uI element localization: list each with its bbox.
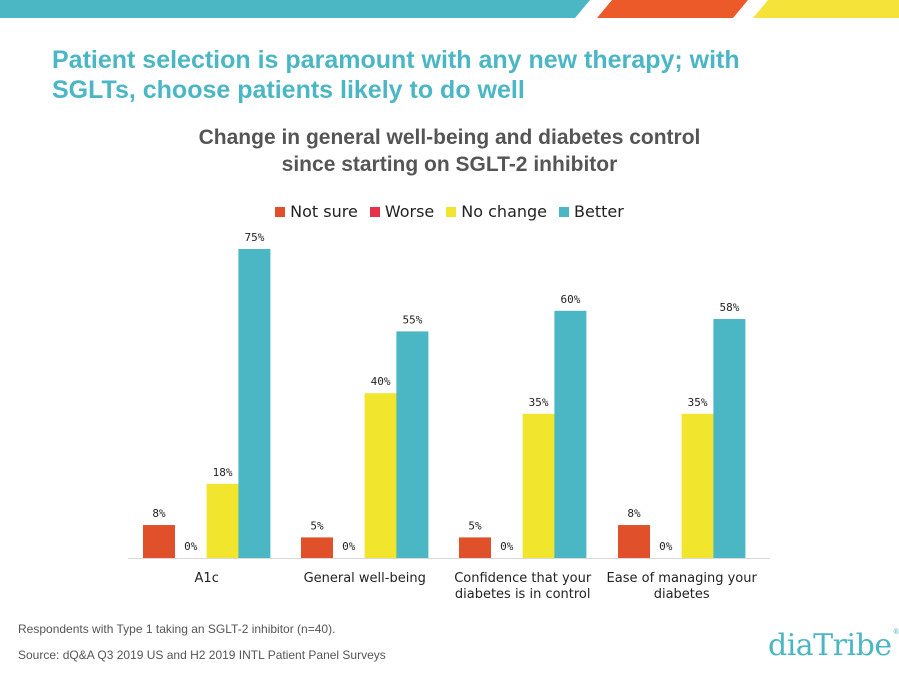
bar-0-3 (618, 525, 650, 558)
data-label-0-3: 8% (627, 507, 641, 520)
bar-0-2 (459, 537, 491, 558)
footnote-respondents: Respondents with Type 1 taking an SGLT-2… (18, 622, 336, 636)
diatribe-logo: diaTribe® (768, 628, 899, 663)
category-label-2-0: Confidence that your (454, 571, 592, 586)
data-label-3-1: 55% (402, 313, 422, 326)
chart-title: Change in general well-being and diabete… (0, 124, 899, 178)
accent-stripe-teal (0, 0, 590, 18)
bar-2-2 (522, 413, 555, 558)
data-label-3-3: 58% (719, 301, 739, 314)
data-label-2-3: 35% (688, 396, 708, 409)
accent-stripe-orange (597, 0, 748, 18)
footnote-source: Source: dQ&A Q3 2019 US and H2 2019 INTL… (18, 648, 386, 662)
chart-title-line-2: since starting on SGLT-2 inhibitor (281, 153, 618, 176)
bar-3-1 (396, 331, 429, 558)
chart-legend: Not sure Worse No change Better (0, 202, 899, 221)
bar-3-2 (554, 310, 587, 558)
data-label-2-1: 40% (371, 375, 391, 388)
accent-stripe-yellow (753, 0, 899, 18)
data-label-0-0: 8% (152, 507, 166, 520)
data-label-0-2: 5% (468, 519, 482, 532)
bar-2-1 (364, 393, 397, 558)
data-label-2-0: 18% (213, 466, 233, 479)
legend-item-worse: Worse (369, 202, 435, 221)
legend-label-not-sure: Not sure (290, 202, 358, 221)
slide-title-line-1: Patient selection is paramount with any … (52, 46, 740, 74)
data-label-1-1: 0% (342, 540, 356, 553)
data-label-1-2: 0% (500, 540, 514, 553)
legend-item-not-sure: Not sure (275, 202, 358, 221)
legend-swatch-no-change (446, 206, 457, 217)
category-label-3-1: diabetes (654, 587, 710, 602)
legend-label-better: Better (574, 202, 624, 221)
legend-swatch-not-sure (275, 206, 286, 217)
header-accent-bar (0, 0, 899, 18)
bar-3-0 (238, 249, 271, 558)
registered-mark: ® (892, 628, 899, 636)
legend-label-no-change: No change (461, 202, 548, 221)
bar-2-0 (206, 483, 239, 558)
data-label-3-0: 75% (244, 231, 264, 244)
legend-swatch-better (559, 206, 570, 217)
category-label-3-0: Ease of managing your (607, 571, 758, 586)
data-label-2-2: 35% (529, 396, 549, 409)
logo-text: diaTribe (768, 628, 892, 663)
data-label-0-1: 5% (310, 519, 324, 532)
bar-3-3 (713, 319, 746, 558)
legend-label-worse: Worse (384, 202, 435, 221)
legend-item-no-change: No change (446, 202, 547, 221)
slide-title-line-2: SGLTs, choose patients likely to do well (52, 76, 525, 104)
category-label-2-1: diabetes is in control (455, 587, 591, 602)
chart-title-line-1: Change in general well-being and diabete… (198, 126, 701, 149)
legend-swatch-worse (369, 206, 380, 217)
category-label-1-0: General well-being (304, 571, 426, 586)
legend-item-better: Better (559, 202, 624, 221)
data-label-1-0: 0% (184, 540, 198, 553)
bar-0-0 (143, 525, 175, 558)
data-label-3-2: 60% (560, 293, 580, 306)
bar-2-3 (681, 413, 714, 558)
data-label-1-3: 0% (659, 540, 673, 553)
category-label-0-0: A1c (195, 571, 219, 586)
slide-title: Patient selection is paramount with any … (52, 45, 852, 105)
bar-0-1 (301, 537, 333, 558)
